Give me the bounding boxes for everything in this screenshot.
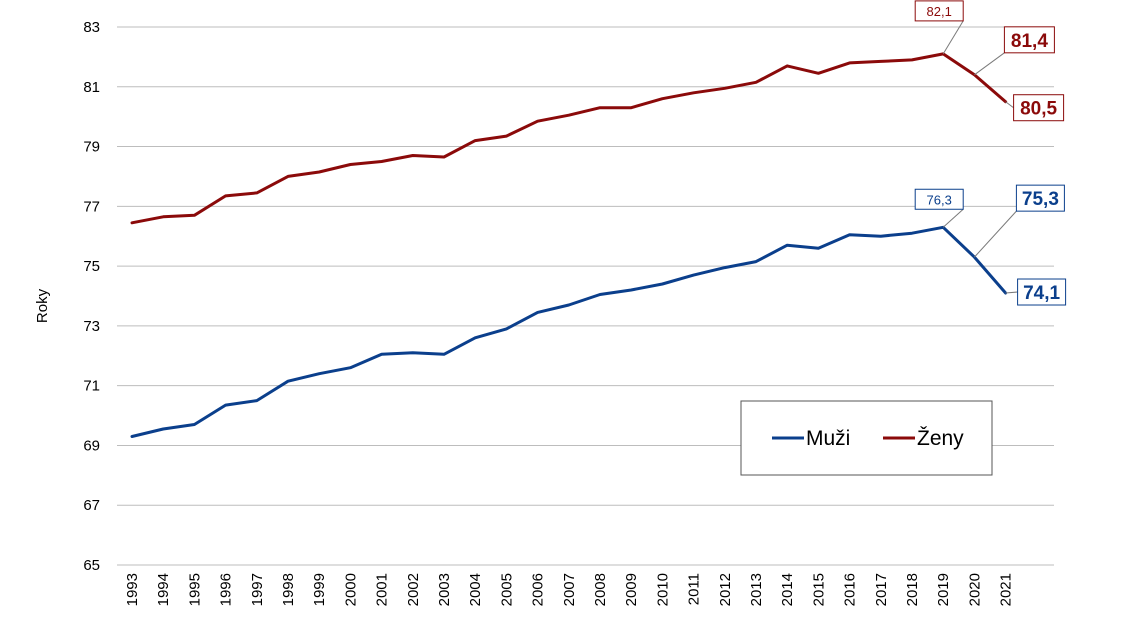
- y-tick-labels: 65 67 69 71 73 75 77 79 81 83: [83, 19, 100, 574]
- y-tick-label: 83: [83, 19, 100, 36]
- data-label-box: [1013, 94, 1065, 122]
- series-line-zeny: [130, 52, 1008, 225]
- data-label-leader: [974, 210, 1017, 258]
- data-label-leader: [1005, 101, 1014, 109]
- x-tick-label: 2012: [717, 573, 734, 606]
- x-tick-label: 1995: [186, 573, 203, 606]
- legend-label-zeny: Ženy: [917, 427, 964, 450]
- data-label-box: [1015, 184, 1065, 212]
- x-tick-label: 2017: [873, 573, 890, 606]
- x-tick-label: 1996: [218, 573, 235, 606]
- y-tick-label: 69: [83, 437, 100, 454]
- data-label: 76,3: [927, 192, 952, 207]
- data-label-box: [914, 0, 964, 22]
- x-tick-label: 2013: [748, 573, 765, 606]
- x-tick-label: 1997: [249, 573, 266, 606]
- x-tick-label: 1993: [124, 573, 141, 606]
- y-axis-label: Roky: [34, 288, 51, 323]
- series-line-muzi: [130, 225, 1008, 438]
- gridlines: [117, 26, 1054, 566]
- x-tick-label: 2001: [374, 573, 391, 606]
- data-label-leader: [942, 20, 964, 55]
- x-tick-label: 2007: [561, 573, 578, 606]
- data-label-box: [1003, 26, 1055, 54]
- x-tick-label: 1994: [155, 573, 172, 606]
- x-tick-label: 2020: [966, 573, 983, 606]
- y-tick-label: 81: [83, 79, 100, 96]
- y-tick-label: 79: [83, 139, 100, 156]
- data-label: 74,1: [1023, 283, 1060, 304]
- x-tick-label: 2006: [530, 573, 547, 606]
- data-label: 81,4: [1011, 31, 1048, 52]
- x-tick-label: 2003: [436, 573, 453, 606]
- x-tick-label: 1998: [280, 573, 297, 606]
- x-tick-label: 2008: [592, 573, 609, 606]
- x-tick-label: 2009: [623, 573, 640, 606]
- x-tick-label: 2004: [467, 573, 484, 606]
- data-label-leader: [974, 52, 1005, 76]
- data-labels: 76,3 75,3 74,1 82,1 81,4 80,5: [914, 0, 1067, 306]
- x-tick-label: 2000: [342, 573, 359, 606]
- x-tick-label: 2011: [686, 573, 703, 605]
- x-tick-label: 2019: [935, 573, 952, 606]
- data-label-leader: [1005, 291, 1018, 294]
- x-tick-label: 2021: [998, 573, 1015, 606]
- x-tick-label: 2005: [498, 573, 515, 606]
- x-tick-label: 1999: [311, 573, 328, 606]
- data-label-leader: [942, 208, 964, 228]
- data-label: 82,1: [927, 4, 952, 19]
- data-label: 75,3: [1022, 189, 1059, 210]
- x-tick-label: 2010: [654, 573, 671, 606]
- x-tick-label: 2015: [810, 573, 827, 606]
- legend-label-muzi: Muži: [806, 427, 850, 450]
- data-label: 80,5: [1020, 99, 1057, 120]
- y-tick-label: 77: [83, 198, 100, 215]
- data-label-box: [1017, 278, 1067, 306]
- y-tick-label: 73: [83, 318, 100, 335]
- x-tick-label: 2002: [405, 573, 422, 606]
- x-tick-label: 2016: [842, 573, 859, 606]
- y-tick-label: 75: [83, 258, 100, 275]
- legend: Muži Ženy: [740, 400, 993, 476]
- x-tick-label: 2014: [779, 573, 796, 606]
- y-tick-label: 71: [83, 378, 100, 395]
- y-tick-label: 65: [83, 557, 100, 574]
- data-label-box: [914, 188, 964, 210]
- x-tick-label: 2018: [904, 573, 921, 606]
- series-lines: [130, 52, 1008, 438]
- y-tick-label: 67: [83, 497, 100, 514]
- x-tick-labels: 1993 1994 1995 1996 1997 1998 1999 2000 2001 2002…: [124, 573, 1015, 606]
